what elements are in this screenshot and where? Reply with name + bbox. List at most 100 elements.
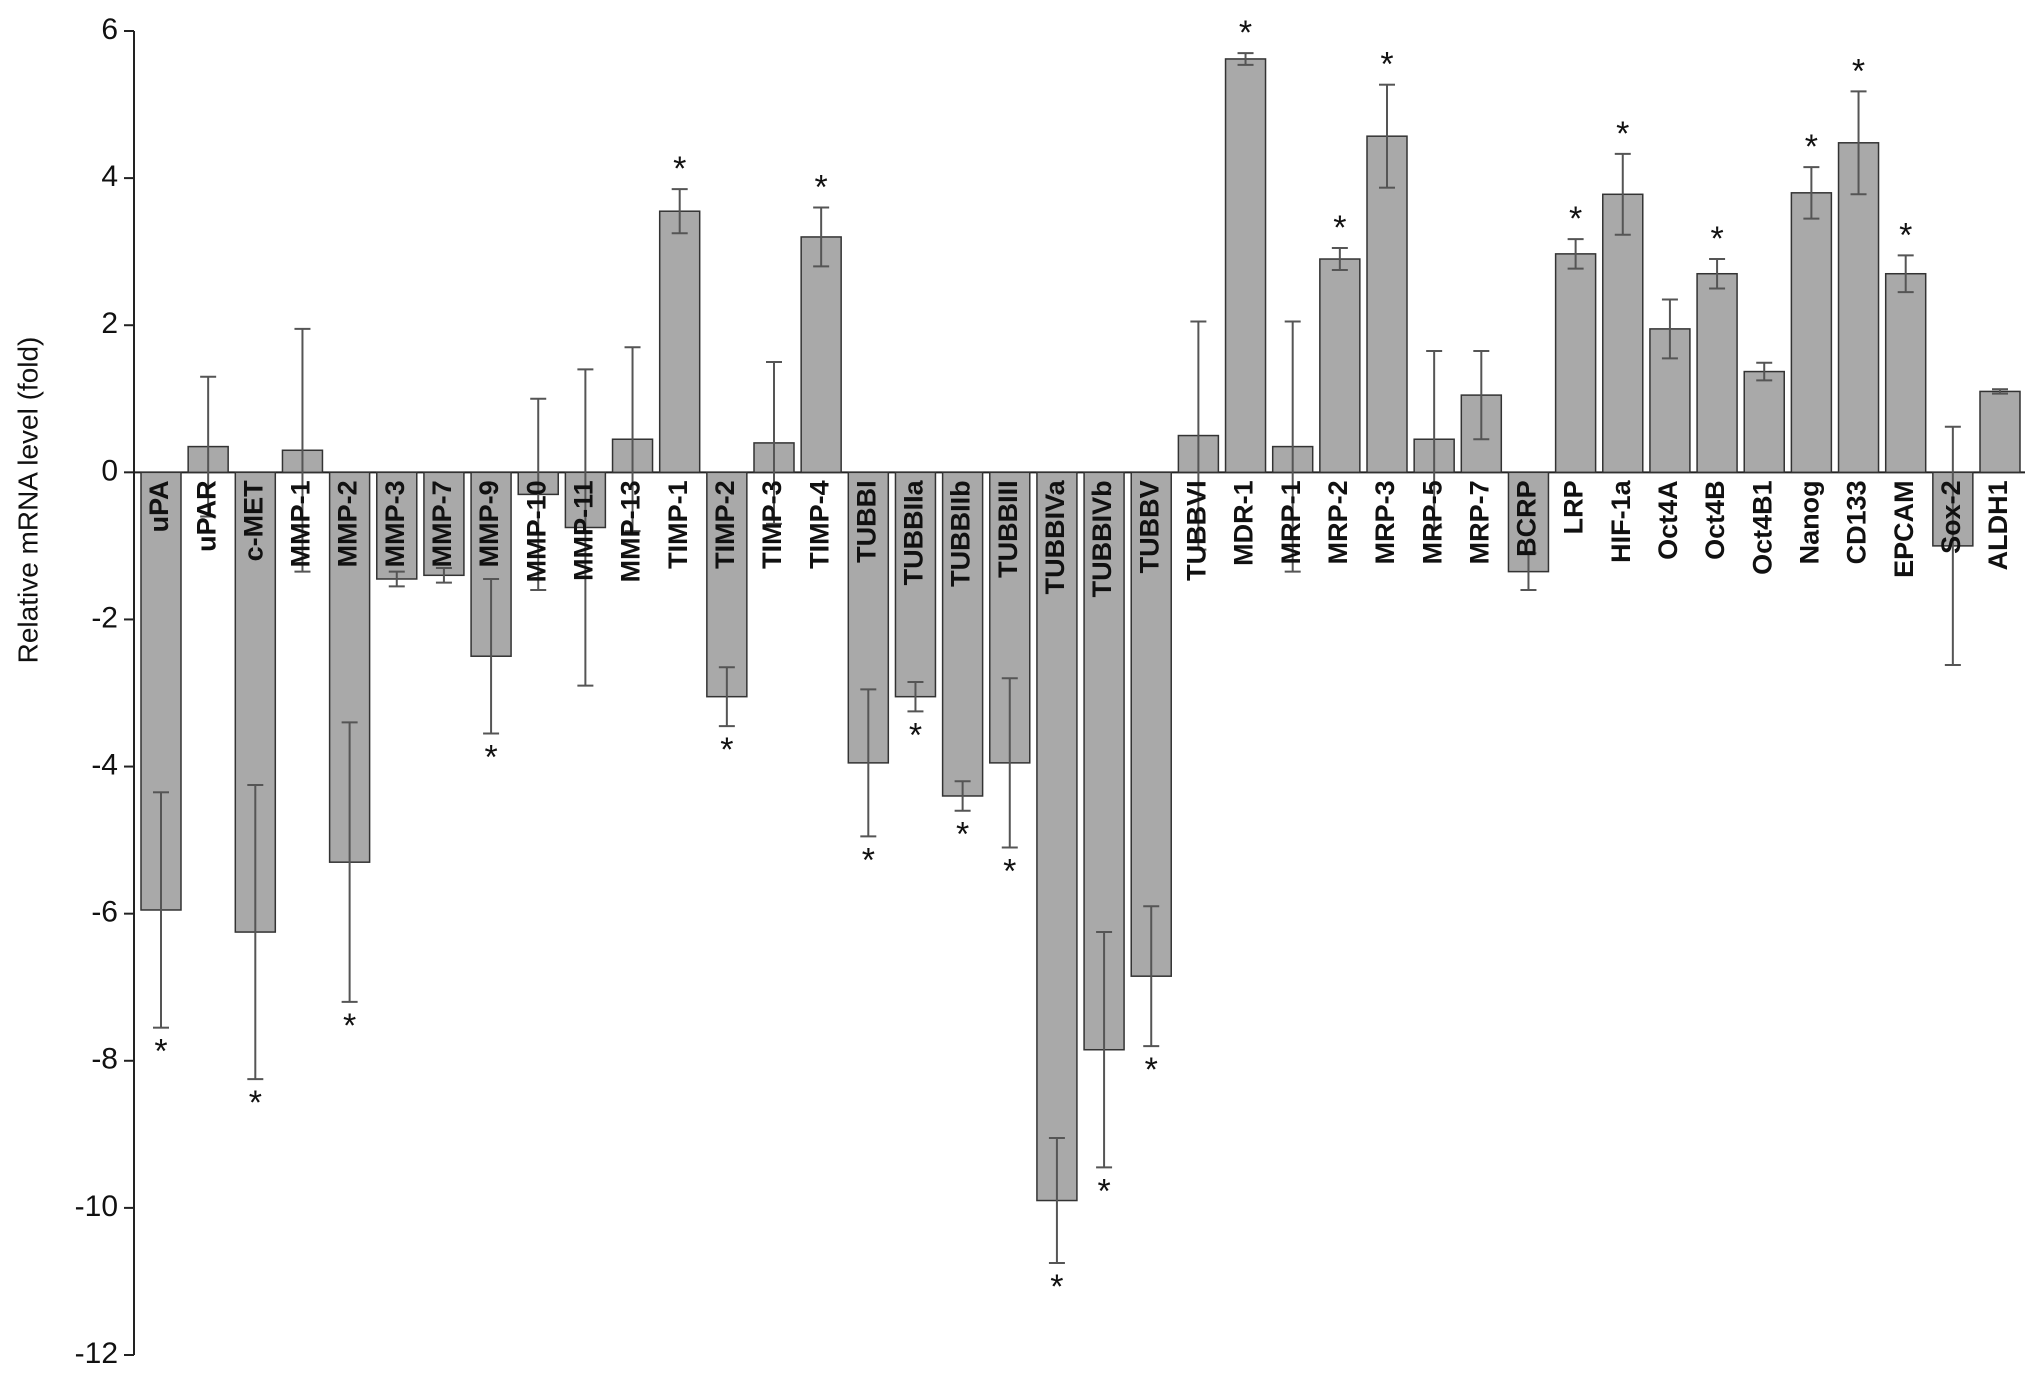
error-bar [388, 570, 405, 588]
error-bar [577, 368, 594, 687]
x-tick-label: TIMP-2 [710, 480, 740, 569]
significance-mark: * [1050, 1268, 1063, 1306]
x-tick-label: TUBBV [1134, 480, 1164, 573]
x-tick-label: uPA [144, 480, 174, 532]
x-tick-label: TIMP-1 [663, 480, 693, 569]
error-bar [341, 721, 358, 1003]
error-bar [1567, 238, 1584, 270]
significance-mark: * [1852, 52, 1865, 90]
error-bar [1001, 677, 1018, 849]
significance-mark: * [1616, 115, 1629, 153]
significance-mark: * [249, 1084, 262, 1122]
significance-mark: * [1569, 200, 1582, 238]
x-tick-label: MRP-5 [1417, 480, 1447, 564]
significance-mark: * [1805, 128, 1818, 166]
y-tick-label: 2 [101, 307, 118, 340]
x-tick-label: MMP-10 [521, 480, 551, 582]
y-tick-label: -12 [75, 1337, 118, 1370]
error-bar [1331, 246, 1348, 272]
significance-mark: * [1145, 1051, 1158, 1089]
significance-mark: * [720, 731, 733, 769]
bar [1837, 142, 1880, 474]
error-bar [435, 566, 452, 584]
x-tick-label: MMP-1 [286, 480, 316, 567]
x-tick-label: TUBBIVa [1040, 479, 1070, 594]
error-bar [1237, 52, 1254, 66]
x-tick-label: Sox-2 [1936, 480, 1966, 554]
error-bar [1284, 320, 1301, 573]
x-tick-label: c-MET [238, 480, 268, 562]
error-bar [153, 791, 169, 1029]
x-tick-label: uPAR [191, 480, 221, 552]
bar [423, 471, 465, 577]
error-bar [907, 680, 924, 713]
significance-mark: * [1333, 209, 1346, 247]
error-bar [1143, 905, 1160, 1048]
bar [376, 471, 418, 580]
significance-mark: * [1899, 216, 1912, 254]
x-tick-label: MRP-1 [1276, 480, 1306, 564]
significance-mark: * [1097, 1172, 1110, 1210]
error-bar [1756, 361, 1773, 382]
x-tick-label: TIMP-3 [757, 480, 787, 569]
error-bar [1661, 298, 1678, 360]
y-tick-label: 4 [101, 160, 118, 193]
error-bar [247, 783, 264, 1081]
bar [658, 210, 701, 474]
error-bar [671, 188, 688, 235]
x-tick-label: MDR-1 [1229, 480, 1259, 566]
y-tick-label: -2 [91, 601, 118, 634]
x-tick-label: TIMP-4 [804, 480, 834, 569]
x-tick-label: Oct4B1 [1747, 480, 1777, 575]
significance-mark: * [154, 1033, 167, 1071]
bar [941, 471, 984, 797]
error-bar [1897, 254, 1914, 294]
x-tick-label: MMP-3 [380, 480, 410, 567]
x-tick-label: MMP-13 [616, 480, 646, 582]
x-tick-label: Oct4B [1700, 480, 1730, 560]
error-bar [860, 688, 877, 838]
bar [800, 236, 842, 474]
significance-mark: * [815, 169, 828, 207]
bar [894, 471, 937, 698]
x-tick-label: TUBBIVb [1087, 480, 1117, 597]
x-tick-label: TUBBIII [993, 480, 1023, 577]
error-bar [1379, 83, 1395, 189]
x-tick-label: LRP [1559, 480, 1589, 534]
y-tick-label: -8 [91, 1043, 118, 1076]
x-tick-label: TUBBI [851, 480, 881, 563]
bar [1696, 272, 1738, 474]
significance-mark: * [909, 716, 922, 754]
error-bar [954, 780, 971, 812]
y-tick-label: 0 [101, 454, 118, 487]
x-tick-label: TUBBVI [1182, 480, 1212, 581]
error-bar [1614, 152, 1631, 236]
bar [706, 471, 748, 698]
bar [1554, 253, 1597, 474]
significance-mark: * [484, 738, 497, 776]
x-tick-label: TUBBIIa [899, 479, 929, 585]
error-bar [1473, 349, 1490, 441]
error-bar [624, 346, 641, 533]
error-bar [1850, 90, 1867, 196]
y-tick-label: -10 [75, 1190, 118, 1223]
error-bar [766, 361, 782, 525]
x-tick-label: MRP-7 [1464, 480, 1494, 564]
error-bar [1190, 320, 1207, 551]
bar [1743, 370, 1785, 474]
error-bar [483, 577, 500, 735]
error-bar [1992, 388, 2008, 395]
x-tick-label: MMP-9 [474, 480, 504, 567]
x-tick-label: BCRP [1512, 480, 1542, 557]
error-bar [1520, 552, 1537, 592]
bar [1884, 272, 1927, 474]
bar [1319, 258, 1361, 474]
bar [1224, 58, 1267, 474]
bar [1979, 390, 2021, 474]
bar [1036, 471, 1078, 1202]
significance-mark: * [673, 150, 686, 188]
x-tick-label: Nanog [1795, 480, 1825, 564]
significance-mark: * [862, 841, 875, 879]
significance-mark: * [1003, 852, 1016, 890]
